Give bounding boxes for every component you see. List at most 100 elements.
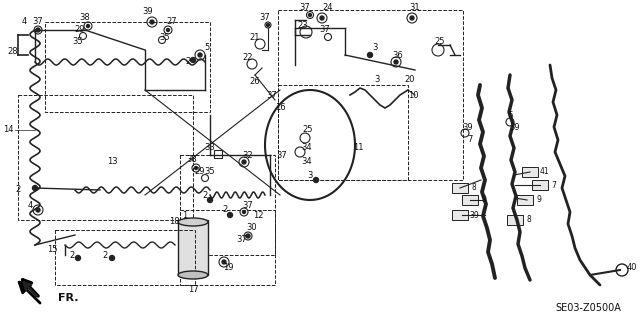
Text: 2: 2 — [15, 186, 20, 195]
Text: 21: 21 — [250, 33, 260, 42]
Text: 39: 39 — [463, 123, 474, 132]
Circle shape — [308, 13, 312, 17]
Circle shape — [36, 208, 40, 212]
Text: 37: 37 — [267, 91, 277, 100]
Circle shape — [76, 256, 81, 261]
Bar — [180, 155, 275, 255]
Text: 40: 40 — [627, 263, 637, 272]
Text: 2: 2 — [102, 250, 108, 259]
Circle shape — [266, 24, 269, 26]
Circle shape — [242, 160, 246, 164]
Bar — [522, 167, 538, 177]
Bar — [452, 183, 468, 193]
Bar — [178, 220, 208, 275]
Circle shape — [367, 53, 372, 57]
Circle shape — [166, 28, 170, 32]
Bar — [180, 210, 275, 285]
Bar — [452, 210, 468, 220]
Circle shape — [109, 256, 115, 261]
Text: 4: 4 — [28, 201, 33, 210]
Bar — [45, 22, 210, 112]
Text: 37: 37 — [243, 201, 253, 210]
Text: 25: 25 — [303, 125, 313, 135]
Text: 39: 39 — [509, 123, 520, 132]
Circle shape — [33, 186, 38, 190]
Text: 37: 37 — [300, 4, 310, 12]
Text: 2: 2 — [202, 190, 207, 199]
Text: 3: 3 — [374, 76, 380, 85]
Circle shape — [198, 53, 202, 57]
Bar — [18, 95, 193, 220]
Circle shape — [150, 20, 154, 24]
Text: 25: 25 — [435, 38, 445, 47]
Text: 33: 33 — [205, 144, 216, 152]
Text: 26: 26 — [250, 78, 260, 86]
Bar — [507, 215, 523, 225]
Text: 14: 14 — [3, 125, 13, 135]
Bar — [462, 195, 478, 205]
Text: 34: 34 — [301, 158, 312, 167]
Text: 38: 38 — [187, 155, 197, 165]
Text: 19: 19 — [223, 263, 233, 272]
Text: 29: 29 — [195, 167, 205, 176]
Circle shape — [36, 28, 40, 32]
Text: 23: 23 — [298, 20, 308, 29]
Text: 41: 41 — [539, 167, 549, 176]
Text: 2: 2 — [222, 205, 228, 214]
Text: 8: 8 — [527, 216, 531, 225]
Text: 39: 39 — [469, 211, 479, 219]
Circle shape — [191, 57, 195, 63]
Text: 7: 7 — [552, 181, 556, 189]
Circle shape — [243, 211, 246, 213]
Text: 28: 28 — [8, 48, 19, 56]
Text: 3: 3 — [372, 43, 378, 53]
Text: 37: 37 — [260, 13, 270, 23]
Text: 3: 3 — [307, 170, 313, 180]
Text: 37: 37 — [33, 18, 44, 26]
Text: 35: 35 — [205, 167, 215, 176]
Bar — [278, 10, 463, 180]
Text: 39: 39 — [143, 8, 154, 17]
Text: 11: 11 — [353, 144, 364, 152]
Text: 38: 38 — [79, 13, 90, 23]
Circle shape — [320, 16, 324, 20]
Bar — [532, 180, 548, 190]
Text: 12: 12 — [253, 211, 263, 219]
Text: 10: 10 — [408, 91, 419, 100]
Bar — [55, 230, 195, 285]
Text: 35: 35 — [73, 38, 83, 47]
Text: 37: 37 — [237, 235, 248, 244]
Text: 20: 20 — [404, 76, 415, 85]
Text: 8: 8 — [472, 183, 476, 192]
Bar — [278, 85, 408, 180]
Text: 24: 24 — [323, 4, 333, 12]
Text: 13: 13 — [107, 158, 117, 167]
Circle shape — [195, 167, 198, 169]
Text: 30: 30 — [246, 224, 257, 233]
Circle shape — [410, 16, 414, 20]
FancyArrowPatch shape — [24, 282, 36, 296]
Text: 37: 37 — [276, 151, 287, 160]
Text: 34: 34 — [301, 144, 312, 152]
Text: 32: 32 — [243, 151, 253, 160]
Text: 37: 37 — [319, 26, 330, 34]
Text: 36: 36 — [392, 50, 403, 60]
Text: 31: 31 — [410, 4, 420, 12]
Circle shape — [207, 197, 212, 203]
Text: 2: 2 — [186, 57, 191, 66]
Text: 2: 2 — [69, 250, 75, 259]
Text: SE03-Z0500A: SE03-Z0500A — [555, 303, 621, 313]
Text: 7: 7 — [467, 136, 473, 145]
Text: 18: 18 — [169, 218, 179, 226]
Text: 9: 9 — [536, 196, 541, 204]
Text: 22: 22 — [243, 54, 253, 63]
Circle shape — [227, 212, 232, 218]
Circle shape — [222, 260, 226, 264]
Text: 6: 6 — [508, 110, 513, 120]
Text: 27: 27 — [166, 18, 177, 26]
Text: 1: 1 — [182, 211, 188, 219]
Ellipse shape — [178, 271, 208, 279]
Text: 29: 29 — [75, 26, 85, 34]
Text: 4: 4 — [21, 18, 27, 26]
Text: FR.: FR. — [58, 293, 79, 303]
